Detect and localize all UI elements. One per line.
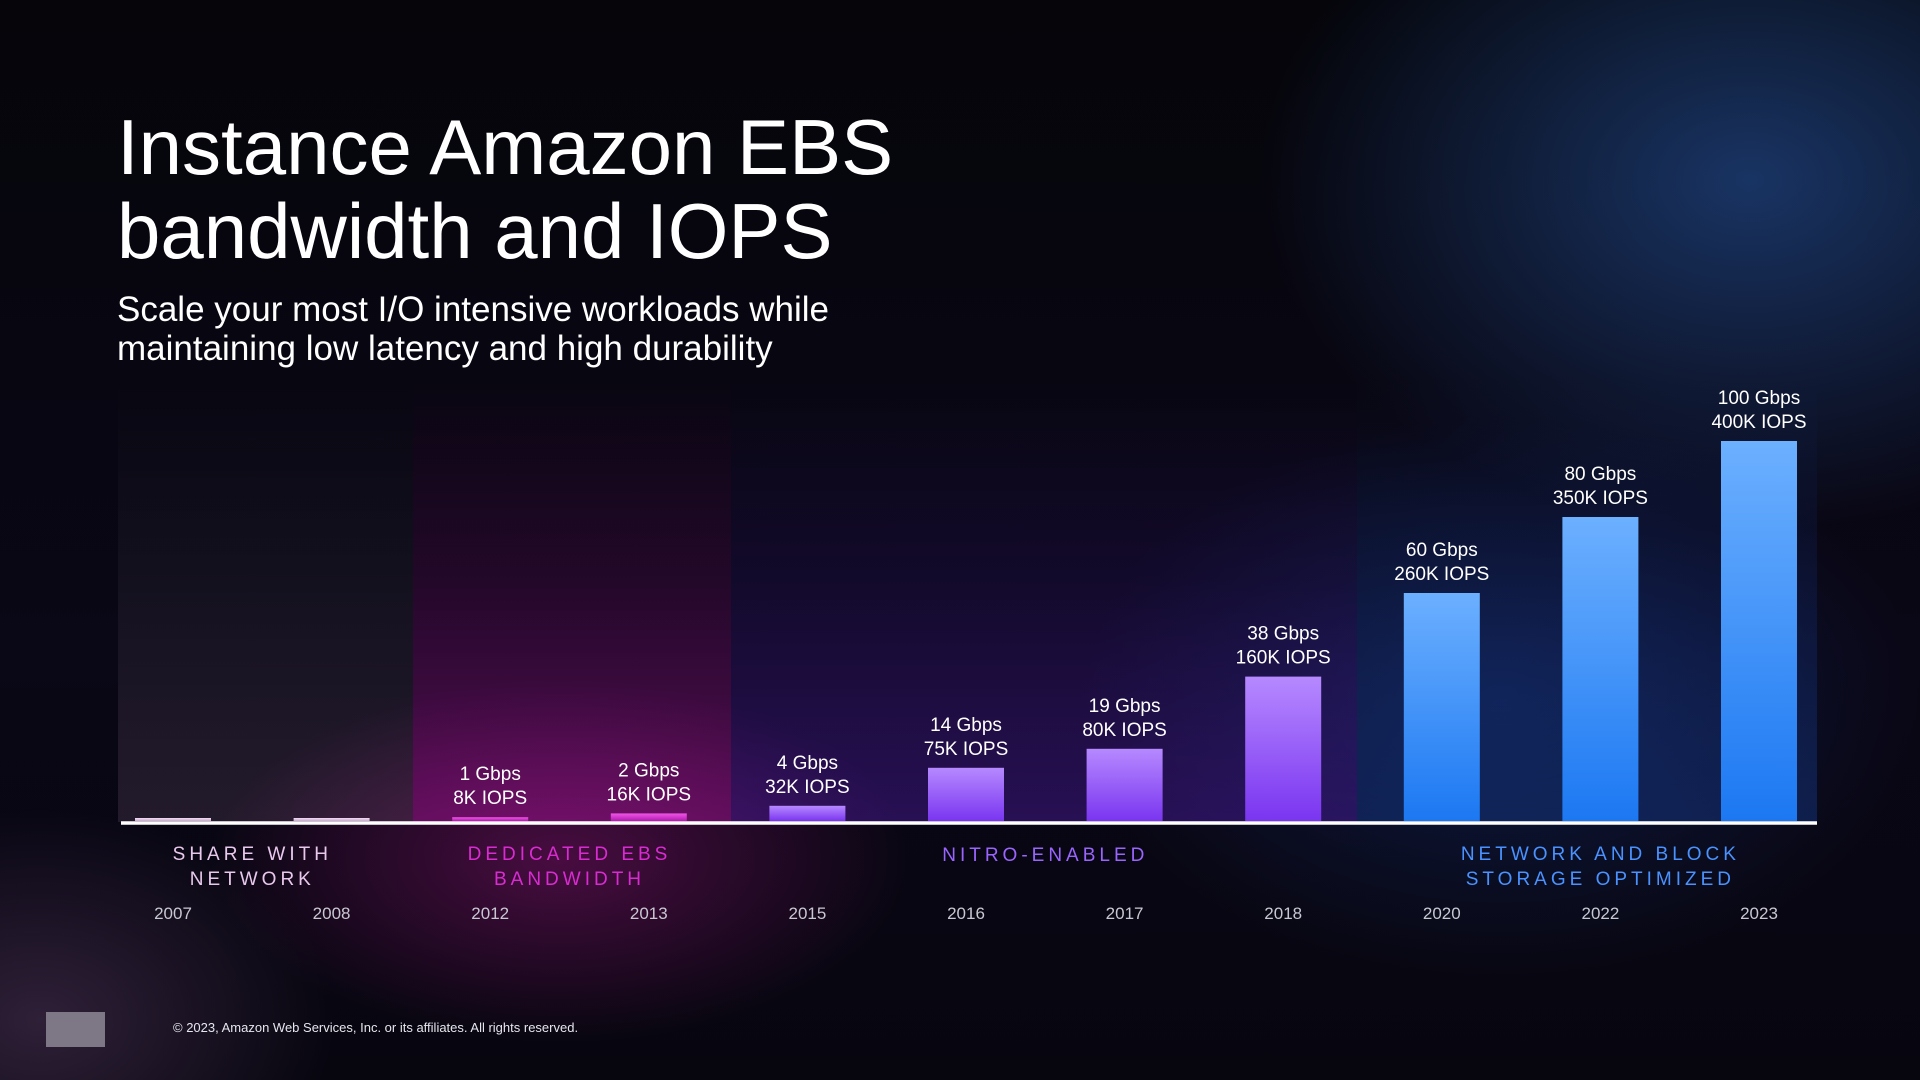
data-labels-layer: 1 Gbps 8K IOPS 2 Gbps 16K IOPS 4 Gbps 32K IOP…	[453, 388, 1806, 809]
bar-2013	[610, 813, 687, 821]
year-labels-layer: 2007 2008 2012 2013 2015 2016 2017 2018 2020 2022…	[154, 904, 1778, 923]
group-label-dedicated-line-2: BANDWIDTH	[494, 869, 645, 890]
bar-label-bandwidth-2015: 4 Gbps	[777, 753, 838, 774]
group-label-network-line-2: STORAGE OPTIMIZED	[1466, 869, 1735, 890]
bar-2018	[1245, 676, 1322, 821]
year-label-2013: 2013	[630, 904, 668, 923]
bar-label-iops-2023: 400K IOPS	[1711, 412, 1806, 433]
bar-label-bandwidth-2023: 100 Gbps	[1718, 388, 1800, 409]
year-label-2020: 2020	[1423, 904, 1461, 923]
bar-2007	[135, 818, 211, 821]
page-subtitle-line-1: Scale your most I/O intensive workloads …	[117, 290, 829, 329]
bar-label-bandwidth-2017: 19 Gbps	[1089, 696, 1161, 717]
bar-2020	[1403, 593, 1480, 821]
bar-2017	[1086, 748, 1163, 821]
group-band-share-with-network	[118, 380, 413, 822]
year-label-2023: 2023	[1740, 904, 1778, 923]
bar-label-bandwidth-2022: 80 Gbps	[1564, 464, 1636, 485]
group-label-network-line-1: NETWORK AND BLOCK	[1461, 844, 1740, 865]
year-label-2017: 2017	[1106, 904, 1144, 923]
bar-label-iops-2022: 350K IOPS	[1553, 488, 1648, 509]
page-title: Instance Amazon EBS bandwidth and IOPS	[117, 105, 893, 273]
page-title-line-2: bandwidth and IOPS	[117, 187, 833, 275]
year-label-2022: 2022	[1581, 904, 1619, 923]
bar-label-iops-2015: 32K IOPS	[765, 777, 850, 798]
year-label-2007: 2007	[154, 904, 192, 923]
bar-label-bandwidth-2013: 2 Gbps	[618, 760, 679, 781]
group-label-nitro-line-1: NITRO-ENABLED	[942, 845, 1148, 866]
page-title-line-1: Instance Amazon EBS	[117, 103, 894, 191]
bar-label-iops-2013: 16K IOPS	[607, 784, 692, 805]
bars-layer	[135, 441, 1797, 821]
group-label-share-line-2: NETWORK	[190, 869, 315, 890]
bar-label-iops-2020: 260K IOPS	[1394, 564, 1489, 585]
bar-2016	[928, 767, 1004, 821]
bar-label-iops-2017: 80K IOPS	[1082, 720, 1167, 741]
copyright-notice: © 2023, Amazon Web Services, Inc. or its…	[173, 1020, 579, 1035]
bar-2022	[1562, 517, 1639, 821]
group-label-share-line-1: SHARE WITH	[173, 844, 332, 865]
bar-label-bandwidth-2020: 60 Gbps	[1406, 540, 1478, 561]
group-labels-layer: SHARE WITH NETWORK DEDICATED EBS BANDWIDTH N…	[173, 844, 1740, 890]
page-subtitle: Scale your most I/O intensive workloads …	[117, 290, 829, 368]
bar-label-iops-2018: 160K IOPS	[1236, 648, 1331, 669]
bar-label-iops-2016: 75K IOPS	[924, 739, 1009, 760]
year-label-2012: 2012	[471, 904, 509, 923]
year-label-2008: 2008	[313, 904, 351, 923]
bar-2008	[293, 818, 370, 821]
bar-2015	[769, 805, 846, 821]
group-label-dedicated-line-1: DEDICATED EBS	[468, 844, 672, 865]
bar-label-bandwidth-2018: 38 Gbps	[1247, 624, 1319, 645]
bar-2023	[1721, 441, 1797, 821]
year-label-2018: 2018	[1264, 904, 1302, 923]
year-label-2015: 2015	[788, 904, 826, 923]
page-subtitle-line-2: maintaining low latency and high durabil…	[117, 329, 773, 368]
group-band-dedicated-ebs-bandwidth	[413, 380, 731, 822]
bar-label-bandwidth-2012: 1 Gbps	[460, 764, 521, 785]
bar-label-bandwidth-2016: 14 Gbps	[930, 715, 1002, 736]
bar-2012	[452, 817, 529, 821]
year-label-2016: 2016	[947, 904, 985, 923]
bar-label-iops-2012: 8K IOPS	[453, 788, 527, 809]
aws-logo-placeholder	[46, 1012, 105, 1047]
